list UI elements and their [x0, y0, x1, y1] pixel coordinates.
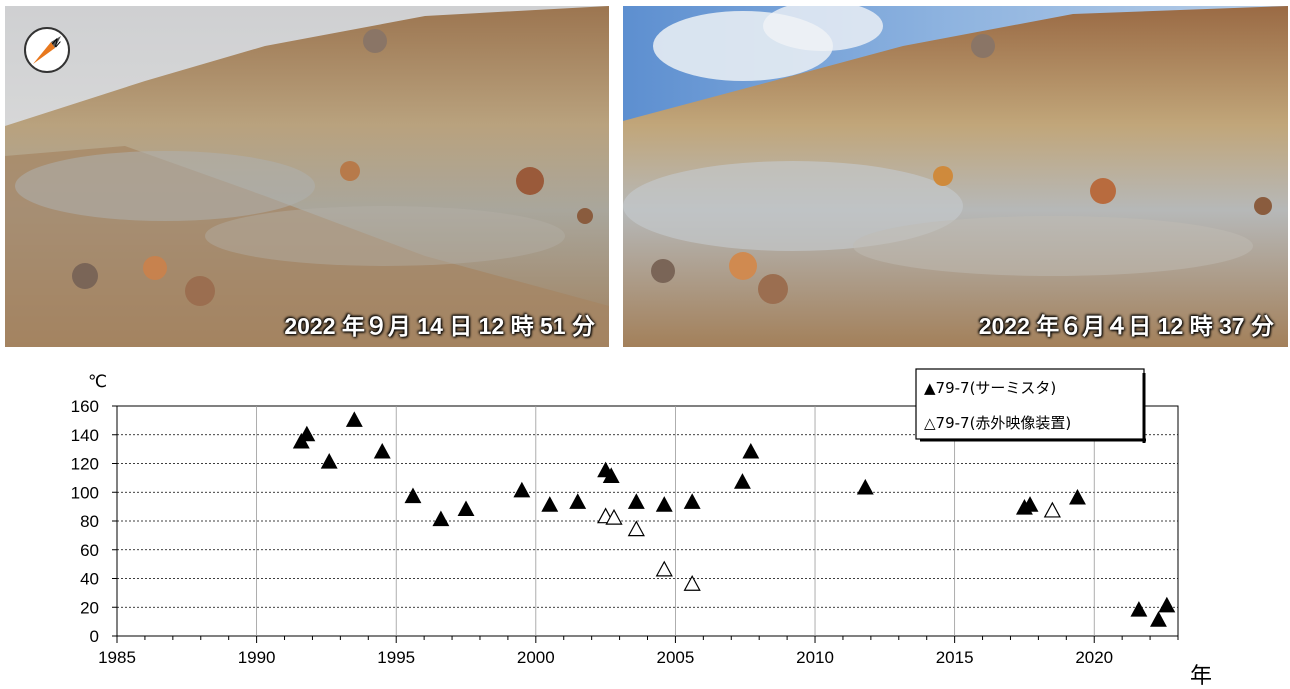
thermistor-point	[742, 442, 760, 459]
thermistor-point	[1021, 496, 1039, 512]
legend: ▲79-7(サーミスタ) △79-7(赤外映像装置)	[915, 368, 1146, 443]
y-tick-label: 60	[80, 541, 99, 560]
x-tick-label: 1985	[98, 648, 136, 667]
photo-left: N 2022 年９月 14 日 12 時 51 分	[5, 6, 609, 347]
thermistor-point	[733, 473, 751, 489]
photo-right: 2022 年６月４日 12 時 37 分	[623, 6, 1288, 347]
thermistor-point	[1150, 611, 1167, 627]
infrared-point	[627, 520, 645, 537]
thermistor-point	[1158, 596, 1176, 613]
y-tick-label: 0	[90, 627, 99, 646]
photo-right-caption: 2022 年６月４日 12 時 37 分	[978, 313, 1274, 339]
thermistor-point	[345, 411, 363, 427]
thermistor-point	[683, 493, 701, 509]
x-axis-ticks: 1985 1990 1995 2000 2005 2010 2015 2020	[98, 636, 1179, 667]
thermistor-point	[541, 496, 559, 512]
thermistor-point	[373, 442, 391, 459]
gridlines	[117, 406, 1178, 636]
x-tick-label: 1995	[377, 648, 415, 667]
x-tick-label: 2000	[517, 648, 555, 667]
thermistor-point	[602, 467, 620, 483]
y-axis-ticks: 0 20 40 60 80 100 120 140 160	[71, 397, 117, 646]
infrared-point	[655, 560, 673, 577]
x-tick-label: 2020	[1075, 648, 1113, 667]
legend-entry-thermistor: ▲79-7(サーミスタ)	[924, 379, 1056, 397]
y-axis-label: ℃	[88, 372, 107, 391]
y-tick-label: 140	[71, 426, 99, 445]
thermistor-point	[320, 453, 338, 469]
infrared-point	[1043, 501, 1061, 518]
thermistor-point	[1130, 601, 1148, 617]
y-tick-label: 120	[71, 455, 99, 474]
legend-entry-infrared: △79-7(赤外映像装置)	[924, 414, 1071, 432]
thermistor-point	[457, 500, 475, 516]
thermistor-point	[404, 487, 422, 504]
y-tick-label: 40	[80, 570, 99, 589]
thermistor-point	[856, 478, 874, 495]
compass-icon: N	[23, 26, 71, 74]
x-tick-label: 2005	[657, 648, 695, 667]
photo-left-caption: 2022 年９月 14 日 12 時 51 分	[284, 313, 595, 339]
thermistor-point	[569, 493, 587, 509]
x-tick-label: 1990	[238, 648, 276, 667]
x-tick-label: 2015	[936, 648, 974, 667]
thermistor-point	[513, 481, 531, 498]
thermistor-point	[432, 510, 450, 527]
y-tick-label: 20	[80, 598, 99, 617]
infrared-point	[683, 574, 701, 591]
hillside-photo-right	[623, 6, 1288, 347]
thermistor-point	[627, 493, 645, 509]
thermistor-point	[298, 425, 316, 442]
thermistor-point	[655, 496, 673, 512]
data-markers	[292, 411, 1176, 627]
y-tick-label: 80	[80, 512, 99, 531]
infrared-point	[605, 508, 623, 525]
y-tick-label: 100	[71, 483, 99, 502]
thermistor-point	[1069, 488, 1086, 505]
hillside-photo-left	[5, 6, 609, 347]
y-tick-label: 160	[71, 397, 99, 416]
legend-box	[915, 368, 1145, 440]
x-tick-label: 2010	[796, 648, 834, 667]
x-axis-label: 年	[1190, 663, 1212, 688]
temperature-chart: 1985 1990 1995 2000 2005 2010 2015 2020 0 20 40 60…	[71, 368, 1212, 688]
